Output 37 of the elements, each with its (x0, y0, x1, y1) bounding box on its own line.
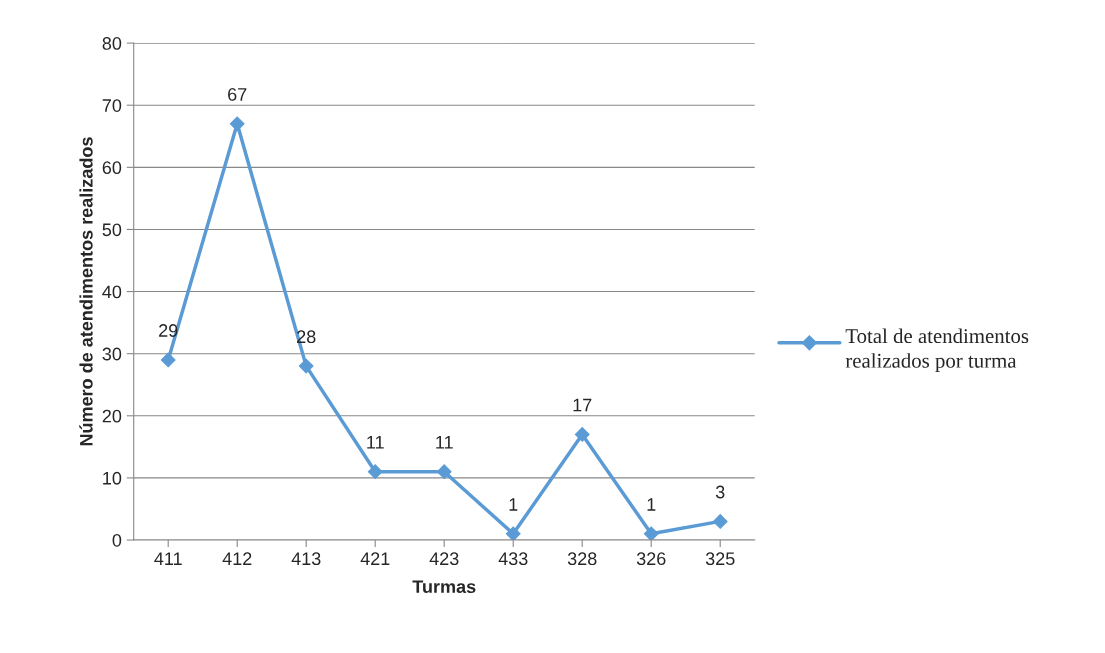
point (229, 116, 245, 132)
x-tick-label: 421 (360, 552, 390, 565)
data-label: 11 (367, 436, 384, 449)
y-tick-label: 20 (102, 409, 122, 423)
data-label: 11 (436, 436, 453, 449)
y-tick-label: 40 (102, 285, 122, 299)
y-tick-label: 0 (112, 533, 122, 547)
y-tick-label: 70 (102, 99, 122, 112)
legend-label: Total de atendimentos realizados por turma (845, 328, 1029, 373)
point (643, 526, 659, 541)
data-label: 3 (715, 485, 725, 499)
x-tick-label: 423 (429, 552, 459, 566)
point (298, 358, 314, 374)
point (367, 464, 383, 480)
x-axis-title: Turmas (412, 580, 476, 594)
x-tick-label: 328 (567, 552, 597, 566)
x-tick-label: 412 (222, 552, 252, 565)
point (574, 427, 590, 442)
x-tick-label: 326 (636, 552, 666, 566)
y-tick-label: 50 (102, 223, 122, 237)
y-axis-title: Número de atendimentos realizados (79, 137, 93, 446)
data-label: 67 (228, 88, 247, 101)
y-tick-label: 80 (102, 37, 122, 50)
point (505, 526, 521, 541)
y-tick-label: 60 (102, 161, 122, 175)
point (436, 464, 452, 480)
y-tick-label: 30 (102, 347, 122, 361)
data-label: 1 (509, 498, 518, 511)
data-label: 1 (647, 498, 656, 511)
data-label: 17 (573, 398, 592, 412)
x-tick-label: 433 (498, 552, 528, 566)
x-tick-label: 411 (154, 552, 182, 565)
x-tick-label: 325 (705, 552, 735, 566)
point (160, 352, 176, 368)
point (712, 514, 728, 529)
x-tick-label: 413 (291, 552, 321, 566)
y-tick-label: 10 (103, 471, 122, 485)
